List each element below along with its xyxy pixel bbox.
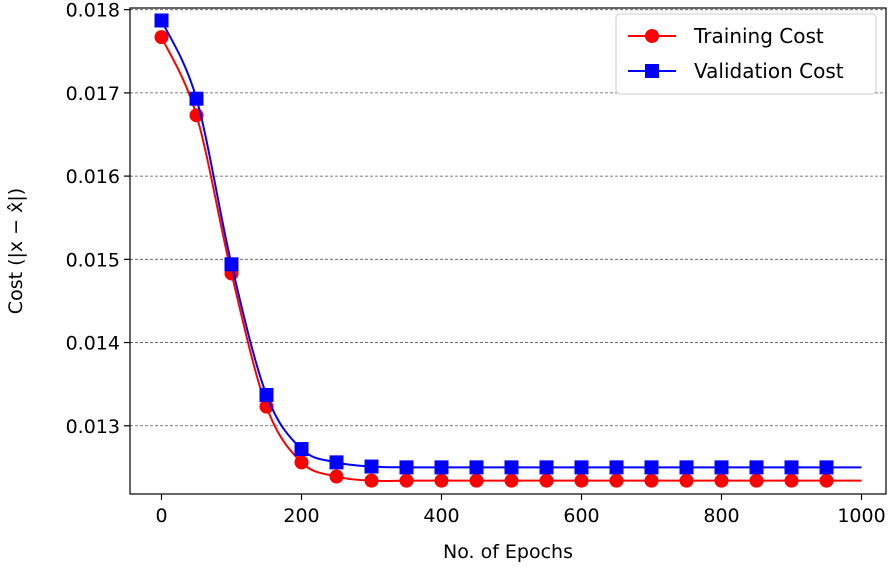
- data-point: [329, 469, 344, 484]
- data-point: [749, 460, 764, 475]
- data-point: [469, 473, 484, 488]
- data-point: [574, 460, 589, 475]
- x-tick-label: 400: [423, 505, 459, 527]
- plot-frame: [129, 7, 887, 495]
- data-point: [539, 460, 554, 475]
- data-point: [679, 460, 694, 475]
- data-point: [224, 257, 239, 272]
- y-tick-label: 0.017: [66, 83, 120, 105]
- data-point: [399, 460, 414, 475]
- data-point: [574, 473, 589, 488]
- data-point: [819, 460, 834, 475]
- data-point: [399, 473, 414, 488]
- data-point: [434, 473, 449, 488]
- data-point: [504, 473, 519, 488]
- data-point: [294, 442, 309, 457]
- data-point: [189, 91, 204, 106]
- data-point: [259, 387, 274, 402]
- axis-ticks: 0.013 0.014 0.015 0.016 0.017 0.018 0 200 400 600…: [66, 0, 886, 527]
- data-point: [364, 459, 379, 474]
- data-point: [644, 473, 659, 488]
- data-point: [609, 460, 624, 475]
- series-line: [160, 20, 862, 469]
- data-point: [714, 460, 729, 475]
- y-axis-label: Cost (|x − x̂|): [5, 188, 27, 314]
- y-tick-label: 0.013: [66, 416, 120, 438]
- data-point: [154, 13, 169, 28]
- x-tick-label: 200: [283, 505, 319, 527]
- series-group: [154, 13, 862, 488]
- legend-label: Validation Cost: [694, 59, 844, 83]
- legend-box: [615, 13, 877, 95]
- data-point: [504, 460, 519, 475]
- series-line: [160, 36, 862, 482]
- x-tick-label: 600: [563, 505, 599, 527]
- data-point: [539, 473, 554, 488]
- data-point: [434, 460, 449, 475]
- data-point: [679, 473, 694, 488]
- legend-label: Training Cost: [693, 24, 824, 48]
- y-tick-label: 0.014: [66, 333, 120, 355]
- data-point: [294, 455, 309, 470]
- x-tick-label: 1000: [837, 505, 885, 527]
- x-tick-label: 800: [703, 505, 739, 527]
- data-point: [644, 460, 659, 475]
- series-validation-cost: [154, 13, 862, 475]
- y-tick-label: 0.016: [66, 166, 120, 188]
- y-tick-label: 0.018: [66, 0, 120, 22]
- legend-marker: [645, 64, 659, 78]
- data-point: [469, 460, 484, 475]
- data-point: [784, 473, 799, 488]
- data-point: [819, 473, 834, 488]
- data-point: [714, 473, 729, 488]
- data-point: [154, 30, 169, 45]
- data-point: [364, 473, 379, 488]
- x-tick-label: 0: [155, 505, 167, 527]
- data-point: [609, 473, 624, 488]
- legend-marker: [645, 29, 659, 43]
- data-point: [749, 473, 764, 488]
- legend: Training Cost Validation Cost: [615, 13, 877, 95]
- y-tick-label: 0.015: [66, 249, 120, 271]
- x-axis-label: No. of Epochs: [443, 541, 573, 563]
- data-point: [329, 455, 344, 470]
- data-point: [784, 460, 799, 475]
